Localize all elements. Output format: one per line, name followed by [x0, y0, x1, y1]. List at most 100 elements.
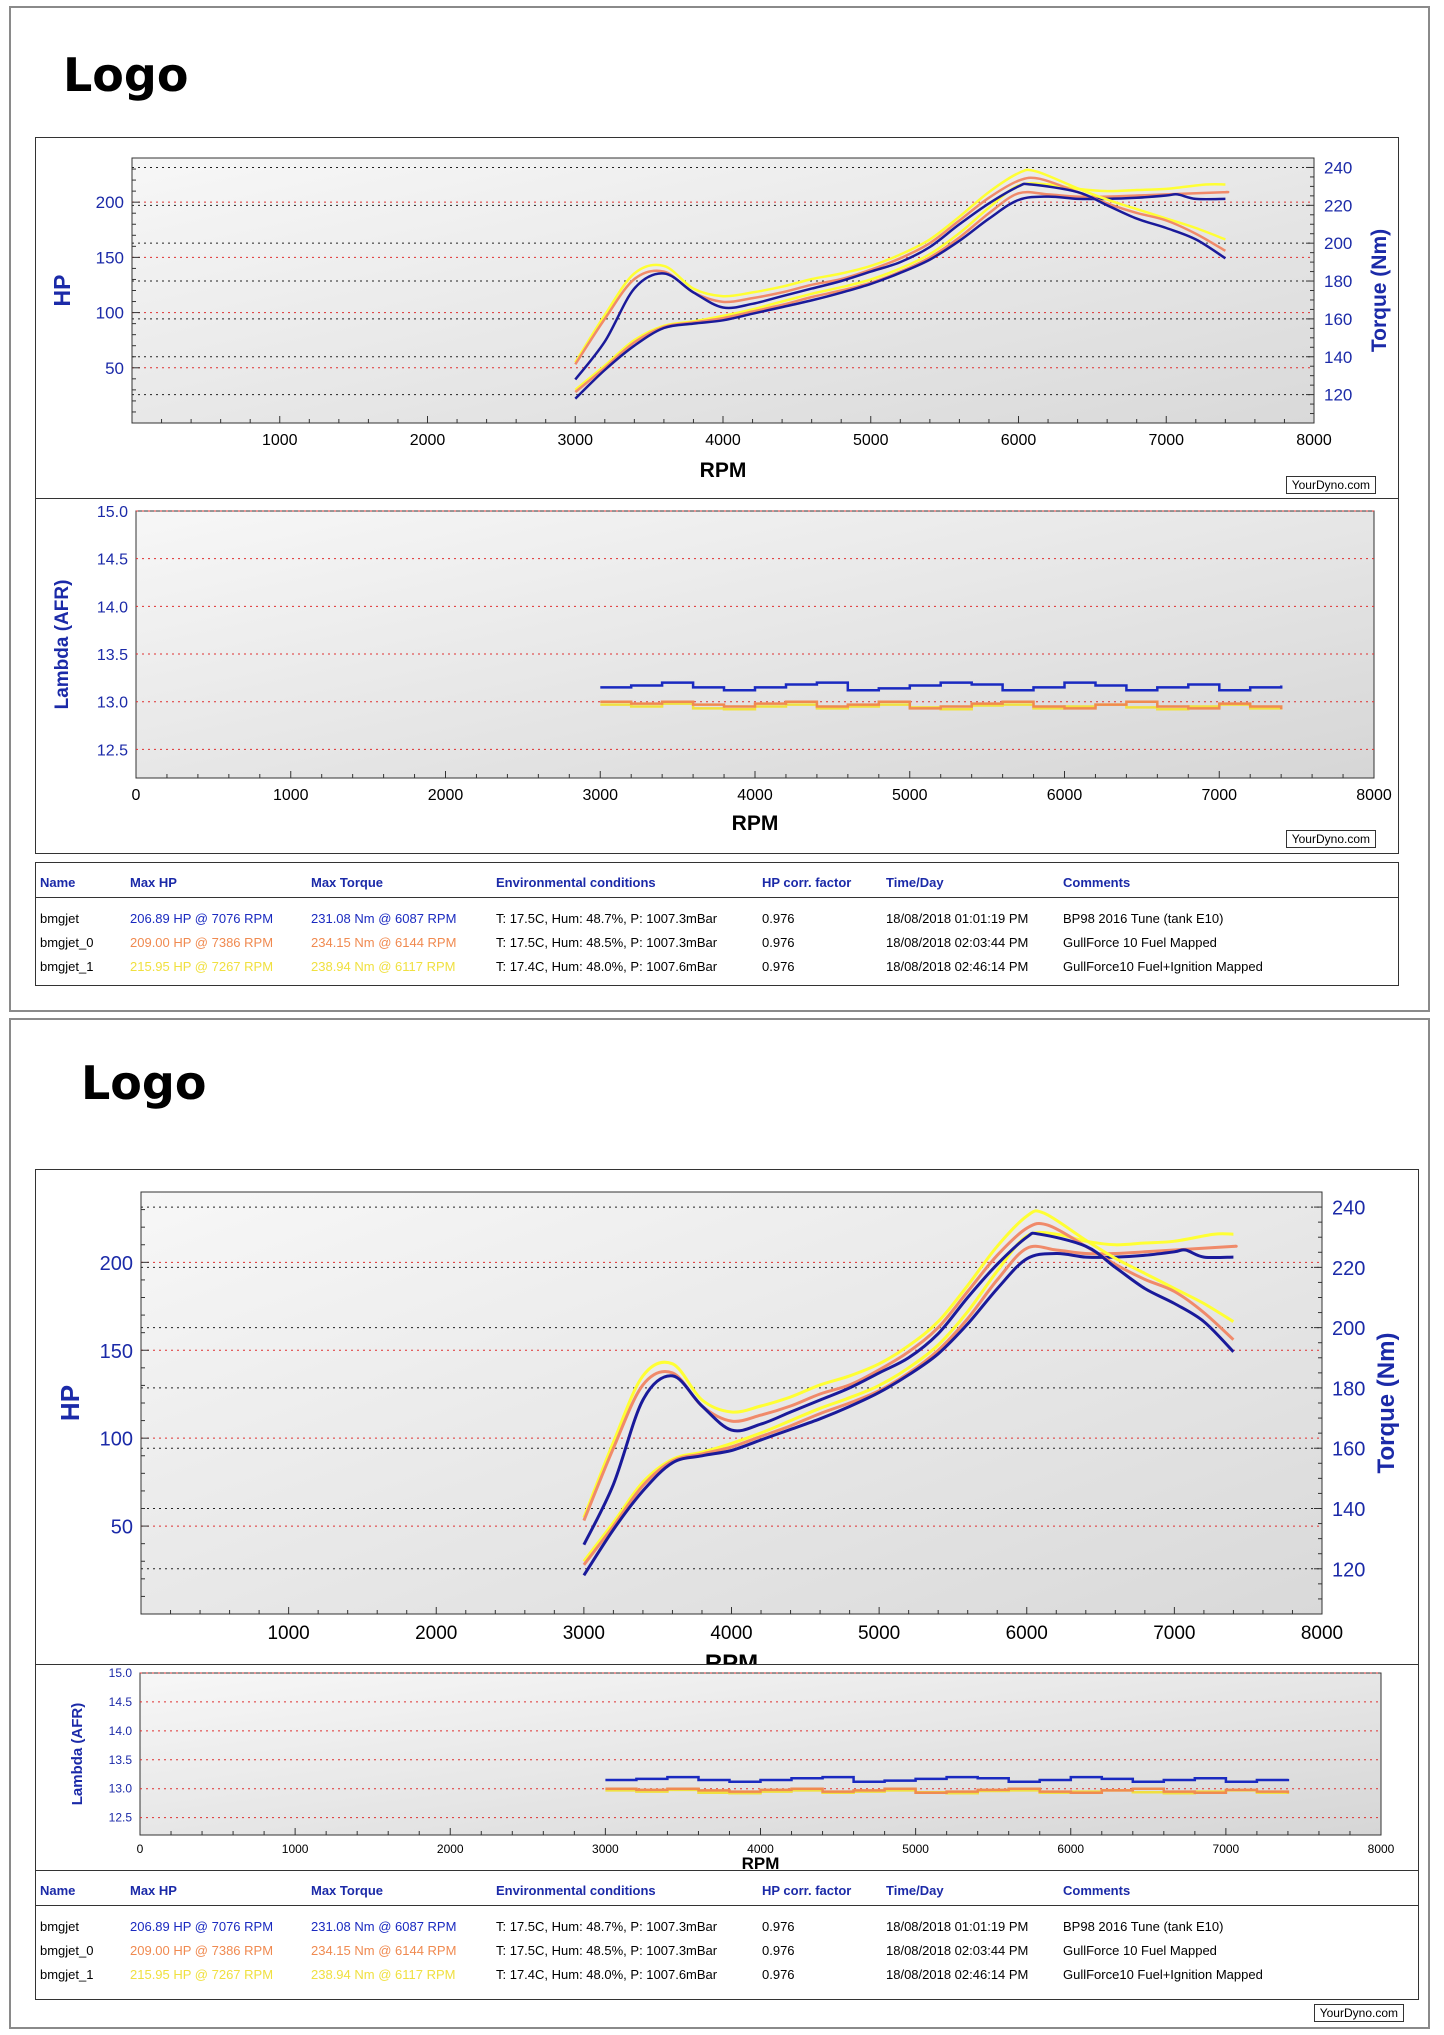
logo: Logo: [63, 48, 189, 102]
table-divider: [36, 1905, 1418, 1906]
yourdyno-watermark: YourDyno.com: [1285, 830, 1376, 848]
lambda-tick-label: 15.0: [109, 1666, 133, 1680]
table-cell-max-torque: 231.08 Nm @ 6087 RPM: [311, 911, 457, 926]
table-cell-corr: 0.976: [762, 1967, 795, 1982]
table-cell-name: bmgjet_0: [40, 1943, 94, 1958]
table-header: Comments: [1063, 875, 1131, 890]
torque-tick-label: 240: [1324, 158, 1352, 177]
table-header: Time/Day: [886, 1883, 944, 1898]
power-chart-frame: 1000 2000 3000 4000 5000 6000 7000 8000 50 100 150…: [35, 1169, 1419, 1665]
table-cell-max-hp: 206.89 HP @ 7076 RPM: [130, 911, 274, 926]
x-tick-label: 5000: [892, 787, 928, 804]
table-cell-time: 18/08/2018 02:03:44 PM: [886, 1943, 1029, 1958]
table-cell-env: T: 17.5C, Hum: 48.7%, P: 1007.3mBar: [496, 911, 718, 926]
table-header: Environmental conditions: [496, 1883, 656, 1898]
x-tick-label: 1000: [267, 1623, 309, 1644]
table-cell-comment: GullForce10 Fuel+Ignition Mapped: [1063, 959, 1263, 974]
torque-tick-label: 140: [1332, 1499, 1365, 1521]
torque-tick-label: 240: [1332, 1198, 1365, 1220]
hp-tick-label: 50: [105, 359, 124, 378]
table-cell-max-hp: 209.00 HP @ 7386 RPM: [130, 1943, 274, 1958]
table-cell-max-torque: 231.08 Nm @ 6087 RPM: [311, 1919, 457, 1934]
lambda-curve: [605, 1775, 1290, 1784]
torque-tick-label: 160: [1324, 310, 1352, 329]
table-cell-time: 18/08/2018 01:01:19 PM: [886, 1919, 1029, 1934]
x-tick-label: 6000: [1047, 787, 1083, 804]
x-tick-label: 2000: [410, 432, 446, 449]
table-cell-name: bmgjet_1: [40, 1967, 94, 1982]
lambda-tick-label: 12.5: [97, 742, 128, 759]
lambda-curve: [605, 1787, 1290, 1795]
table-cell-time: 18/08/2018 01:01:19 PM: [886, 911, 1029, 926]
torque-tick-label: 120: [1332, 1559, 1365, 1581]
table-cell-max-torque: 234.15 Nm @ 6144 RPM: [311, 935, 457, 950]
power-chart: 1000 2000 3000 4000 5000 6000 7000 8000 50 100 150…: [55, 1191, 1400, 1664]
table-cell-env: T: 17.4C, Hum: 48.0%, P: 1007.6mBar: [496, 1967, 718, 1982]
x-tick-label: 1000: [273, 787, 309, 804]
x-tick-label: 8000: [1368, 1842, 1395, 1856]
torque-tick-label: 220: [1332, 1258, 1365, 1280]
table-header: Max HP: [130, 875, 177, 890]
x-tick-label: 3000: [582, 787, 618, 804]
x-tick-label: 5000: [902, 1842, 929, 1856]
lambda-tick-label: 13.5: [97, 647, 128, 664]
x-tick-label: 0: [137, 1842, 144, 1856]
torque-curve: [574, 168, 1226, 364]
lambda-chart: 12.5 13.0 13.5 14.0 14.5 15.0 0 1000 2000 3000 400…: [52, 504, 1392, 835]
table-cell-max-torque: 238.94 Nm @ 6117 RPM: [311, 959, 456, 974]
table-cell-comment: BP98 2016 Tune (tank E10): [1063, 1919, 1224, 1934]
table-header: Environmental conditions: [496, 875, 656, 890]
x-tick-label: 5000: [858, 1623, 900, 1644]
hp-tick-label: 100: [96, 304, 124, 323]
x-tick-label: 3000: [557, 432, 593, 449]
table-header: Max Torque: [311, 1883, 383, 1898]
torque-curve: [574, 182, 1227, 381]
yourdyno-watermark: YourDyno.com: [1285, 476, 1376, 494]
x-tick-label: 8000: [1296, 432, 1332, 449]
hp-tick-label: 200: [96, 193, 124, 212]
table-cell-max-torque: 234.15 Nm @ 6144 RPM: [311, 1943, 457, 1958]
table-header: Max Torque: [311, 875, 383, 890]
torque-axis-label: Torque (Nm): [1368, 229, 1391, 352]
lambda-axis-label: Lambda (AFR): [52, 580, 73, 710]
table-cell-name: bmgjet: [40, 1919, 80, 1934]
x-tick-label: 4000: [705, 432, 741, 449]
x-tick-label: 6000: [1001, 432, 1037, 449]
table-cell-comment: GullForce10 Fuel+Ignition Mapped: [1063, 1967, 1263, 1982]
plot-area: [135, 510, 1375, 779]
table-cell-env: T: 17.5C, Hum: 48.5%, P: 1007.3mBar: [496, 935, 718, 950]
plot-area: [139, 1672, 1382, 1836]
table-cell-comment: GullForce 10 Fuel Mapped: [1063, 1943, 1217, 1958]
table-cell-max-hp: 206.89 HP @ 7076 RPM: [130, 1919, 274, 1934]
table-cell-env: T: 17.5C, Hum: 48.5%, P: 1007.3mBar: [496, 1943, 718, 1958]
table-cell-comment: BP98 2016 Tune (tank E10): [1063, 911, 1224, 926]
x-tick-label: 6000: [1057, 1842, 1084, 1856]
x-tick-label: 7000: [1201, 787, 1237, 804]
table-header: Max HP: [130, 1883, 177, 1898]
hp-curve: [582, 1248, 1234, 1577]
torque-curve: [582, 1231, 1235, 1546]
table-cell-max-hp: 215.95 HP @ 7267 RPM: [130, 959, 274, 974]
hp-curve: [582, 1244, 1238, 1566]
hp-tick-label: 150: [96, 248, 124, 267]
table-cell-time: 18/08/2018 02:46:14 PM: [886, 959, 1029, 974]
lambda-tick-label: 13.0: [97, 695, 128, 712]
table-header: HP corr. factor: [762, 875, 852, 890]
lambda-axis-label: Lambda (AFR): [69, 1703, 86, 1806]
x-tick-label: 0: [132, 787, 141, 804]
x-tick-label: 6000: [1006, 1623, 1048, 1644]
hp-curve: [582, 1230, 1234, 1563]
x-tick-label: 2000: [437, 1842, 464, 1856]
lambda-tick-label: 12.5: [109, 1811, 133, 1825]
table-cell-max-hp: 209.00 HP @ 7386 RPM: [130, 935, 274, 950]
lambda-curve: [600, 700, 1283, 710]
lambda-tick-label: 13.0: [109, 1782, 133, 1796]
lambda-chart-frame: 12.5 13.0 13.5 14.0 14.5 15.0 0 1000 2000 3000 400…: [35, 498, 1399, 854]
table-header: Comments: [1063, 1883, 1131, 1898]
lambda-tick-label: 15.0: [97, 504, 128, 521]
x-axis-label: RPM: [700, 459, 747, 482]
lambda-tick-label: 14.5: [109, 1695, 133, 1709]
report-panel-1: Logo 1000 2000 3000 4000 5000 6000 7000 8000 50 1…: [9, 6, 1430, 1012]
lambda-curve: [600, 681, 1283, 692]
lambda-tick-label: 14.0: [109, 1724, 133, 1738]
